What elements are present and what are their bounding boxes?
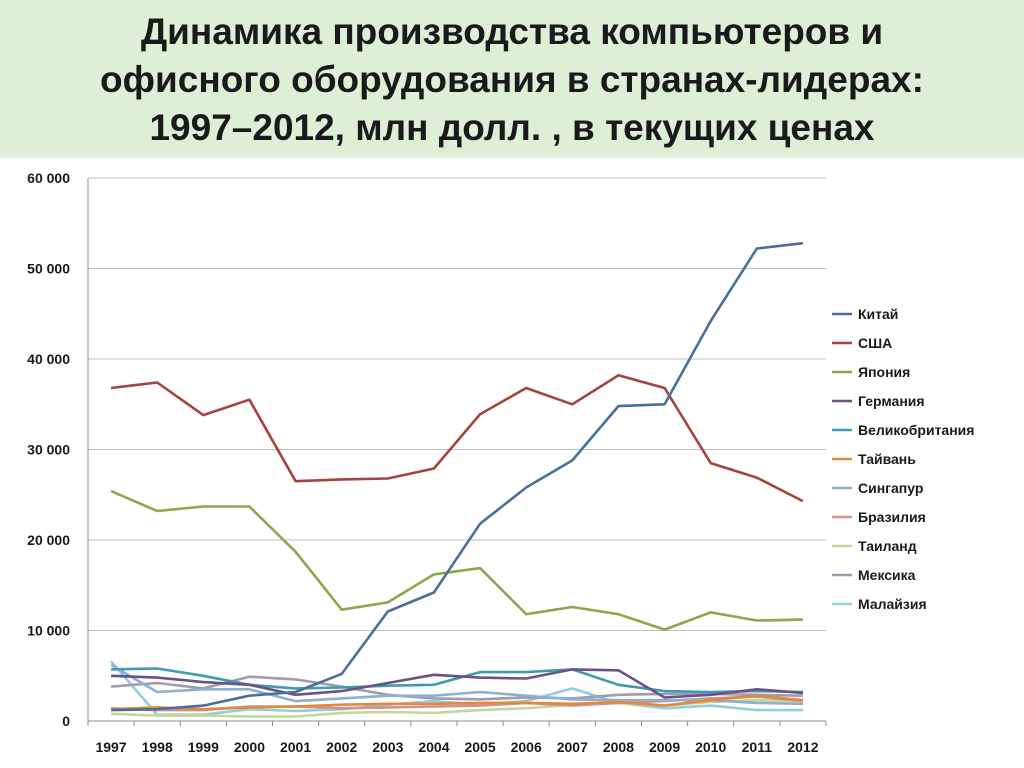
line-chart: 0 10 000 20 000 30 000 40 000 50 000 60 000 199…: [27, 170, 974, 755]
series-line-6: [111, 694, 804, 711]
x-tick-label: 2004: [418, 739, 449, 755]
series-line-1: [111, 241, 804, 712]
series-line-2: [110, 374, 804, 503]
grid-lines: [88, 177, 826, 722]
x-tick-label: 1998: [142, 739, 173, 755]
title-line-2: офисного оборудования в странах-лидерах:: [100, 59, 924, 100]
x-tick-label: 2002: [326, 739, 357, 755]
x-tick-label: 1997: [95, 739, 126, 755]
x-tick-label: 2009: [649, 739, 680, 755]
legend-label: Германия: [858, 393, 925, 409]
x-tick-label: 2000: [234, 739, 265, 755]
chart-title: Динамика производства компьютеров и офис…: [0, 8, 1024, 152]
legend-label: Великобритания: [858, 422, 974, 438]
y-tick-label: 60 000: [27, 170, 70, 186]
series-line-7: [110, 663, 803, 706]
x-tick-label: 2011: [742, 739, 773, 755]
legend-label: Мексика: [858, 567, 916, 583]
legend-label: США: [858, 335, 892, 351]
axes: 0 10 000 20 000 30 000 40 000 50 000 60 000 199…: [27, 170, 827, 755]
series-lines: [110, 241, 804, 718]
title-line-1: Динамика производства компьютеров и: [140, 11, 884, 52]
x-tick-label: 1999: [188, 739, 219, 755]
x-tick-label: 2006: [511, 739, 542, 755]
x-tick-label: 2007: [557, 739, 588, 755]
legend-label: Бразилия: [858, 509, 926, 525]
y-tick-label: 40 000: [27, 351, 70, 367]
legend-label: Сингапур: [858, 480, 923, 496]
series-line-3: [110, 489, 803, 631]
x-tick-label: 2010: [695, 739, 726, 755]
x-tick-label: 2012: [787, 739, 818, 755]
x-tick-label: 2001: [280, 739, 311, 755]
y-tick-label: 20 000: [27, 532, 70, 548]
title-band: [0, 0, 1024, 158]
title-line-3: 1997–2012, млн долл. , в текущих ценах: [149, 107, 875, 148]
y-tick-label: 10 000: [27, 623, 70, 639]
y-tick-label: 0: [62, 713, 70, 729]
legend-label: Малайзия: [858, 596, 927, 612]
legend-label: Тайвань: [858, 451, 916, 467]
y-tick-label: 50 000: [27, 261, 70, 277]
x-tick-label: 2003: [372, 739, 403, 755]
x-tick-label: 2005: [464, 739, 495, 755]
legend-label: Китай: [858, 306, 898, 322]
legend-label: Япония: [858, 364, 910, 380]
legend-label: Таиланд: [858, 538, 917, 554]
series-line-5: [111, 667, 803, 694]
y-tick-label: 30 000: [27, 442, 70, 458]
legend: Китай США Япония Германия Великобритания Тайв…: [832, 306, 974, 612]
x-tick-label: 2008: [603, 739, 634, 755]
series-line-4: [111, 668, 804, 699]
